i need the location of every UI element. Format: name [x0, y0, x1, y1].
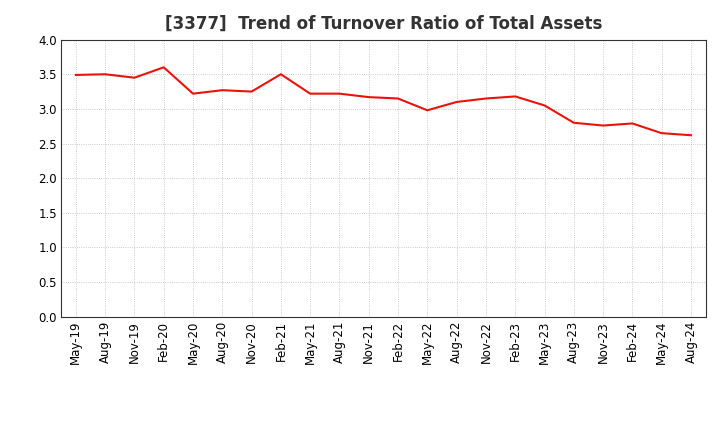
Title: [3377]  Trend of Turnover Ratio of Total Assets: [3377] Trend of Turnover Ratio of Total … — [165, 15, 602, 33]
